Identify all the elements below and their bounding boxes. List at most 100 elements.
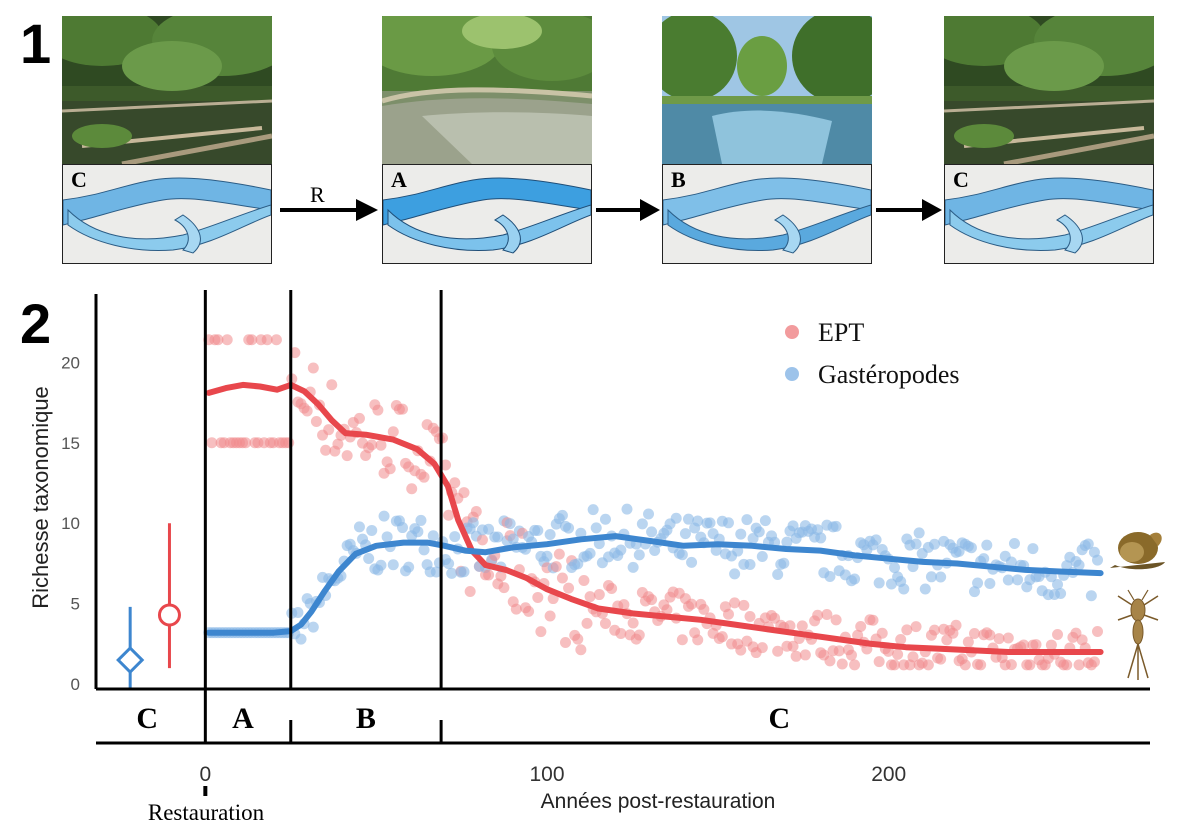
ept-point xyxy=(615,627,627,639)
ept-point xyxy=(307,362,319,374)
ept-point xyxy=(323,424,335,436)
ept-point xyxy=(572,633,584,645)
gastropod-point xyxy=(412,526,424,538)
ept-point xyxy=(686,598,698,610)
ept-point xyxy=(206,437,218,449)
stage-4: C xyxy=(944,16,1154,266)
legend-label: Gastéropodes xyxy=(818,360,960,389)
phase-label: C xyxy=(769,702,791,735)
ept-point xyxy=(396,403,408,415)
gastropod-point xyxy=(710,544,722,556)
ept-point xyxy=(618,599,630,611)
gastropod-point xyxy=(307,621,319,633)
channel-sketch: B xyxy=(662,164,872,264)
gastropod-point xyxy=(387,559,399,571)
phase-label: B xyxy=(356,702,376,735)
gastropod-point xyxy=(756,551,768,563)
y-tick-label: 20 xyxy=(61,353,80,372)
gastropod-point xyxy=(467,517,479,529)
gastropod-point xyxy=(735,528,747,540)
legend-swatch xyxy=(785,325,799,339)
ept-point xyxy=(476,534,488,546)
trend-line-ept xyxy=(205,381,1104,655)
gastropod-point xyxy=(381,531,393,543)
gastropod-point xyxy=(563,522,575,534)
arrow-right-icon xyxy=(876,199,942,221)
ept-point xyxy=(332,438,344,450)
gastropod-point xyxy=(621,503,633,515)
gastropod-point xyxy=(670,512,682,524)
ept-point xyxy=(1061,659,1073,671)
gastropod-point xyxy=(646,526,658,538)
gastropod-point xyxy=(636,518,648,530)
gastropod-point xyxy=(885,578,897,590)
gastropod-point xyxy=(556,509,568,521)
ept-point xyxy=(301,405,313,417)
gastropod-point xyxy=(972,577,984,589)
gastropod-point xyxy=(449,531,461,543)
gastropod-point xyxy=(978,553,990,565)
gastropod-point xyxy=(981,539,993,551)
river-photo-shaded xyxy=(944,16,1154,164)
ept-point xyxy=(796,620,808,632)
ept-point xyxy=(744,610,756,622)
gastropod-point xyxy=(913,527,925,539)
ept-point xyxy=(692,634,704,646)
gastropod-point xyxy=(1052,579,1064,591)
ept-point xyxy=(855,621,867,633)
ept-point xyxy=(756,642,768,654)
arrow-right-icon xyxy=(596,199,660,221)
gastropod-point xyxy=(427,530,439,542)
ept-point xyxy=(867,614,879,626)
ept-point xyxy=(772,645,784,657)
ept-point xyxy=(375,439,387,451)
ept-point xyxy=(283,437,295,449)
ept-point xyxy=(627,617,639,629)
stage-1: C xyxy=(62,16,272,266)
ept-point xyxy=(729,597,741,609)
gastropod-point xyxy=(403,561,415,573)
gastropod-point xyxy=(1012,574,1024,586)
y-tick-label: 5 xyxy=(71,595,80,614)
ept-point xyxy=(812,609,824,621)
gastropod-point xyxy=(679,528,691,540)
gastropod-point xyxy=(778,557,790,569)
channel-sketch: C xyxy=(944,164,1154,264)
gastropod-point xyxy=(704,517,716,529)
ept-point xyxy=(553,548,565,560)
gastropod-point xyxy=(815,532,827,544)
ept-point xyxy=(341,450,353,462)
ept-point xyxy=(830,614,842,626)
ept-point xyxy=(1030,639,1042,651)
ept-point xyxy=(993,633,1005,645)
river-photo-gravel xyxy=(382,16,592,164)
gastropod-point xyxy=(686,556,698,568)
reference-mean-circle xyxy=(157,603,181,627)
ept-point xyxy=(1073,659,1085,671)
ept-point xyxy=(922,659,934,671)
ept-point xyxy=(387,426,399,438)
gastropod-point xyxy=(984,578,996,590)
gastropod-point xyxy=(781,536,793,548)
ept-point xyxy=(799,649,811,661)
gastropod-point xyxy=(375,559,387,571)
reference-mean-diamond xyxy=(116,645,145,675)
ept-point xyxy=(606,583,618,595)
ept-point xyxy=(876,627,888,639)
mayfly-larva-icon xyxy=(1117,589,1159,680)
ept-point xyxy=(353,412,365,424)
ept-point xyxy=(498,582,510,594)
ept-point xyxy=(935,653,947,665)
gastropod-point xyxy=(1027,543,1039,555)
ept-point xyxy=(384,463,396,475)
ept-point xyxy=(821,609,833,621)
gastropod-point xyxy=(483,523,495,535)
ept-point xyxy=(599,617,611,629)
gastropod-point xyxy=(759,515,771,527)
y-axis-title: Richesse taxonomique xyxy=(28,386,53,609)
panel-number-2: 2 xyxy=(20,292,52,355)
gastropod-point xyxy=(1082,538,1094,550)
channel-sketch: A xyxy=(382,164,592,264)
phase-label: A xyxy=(232,702,254,735)
ept-point xyxy=(1045,639,1057,651)
